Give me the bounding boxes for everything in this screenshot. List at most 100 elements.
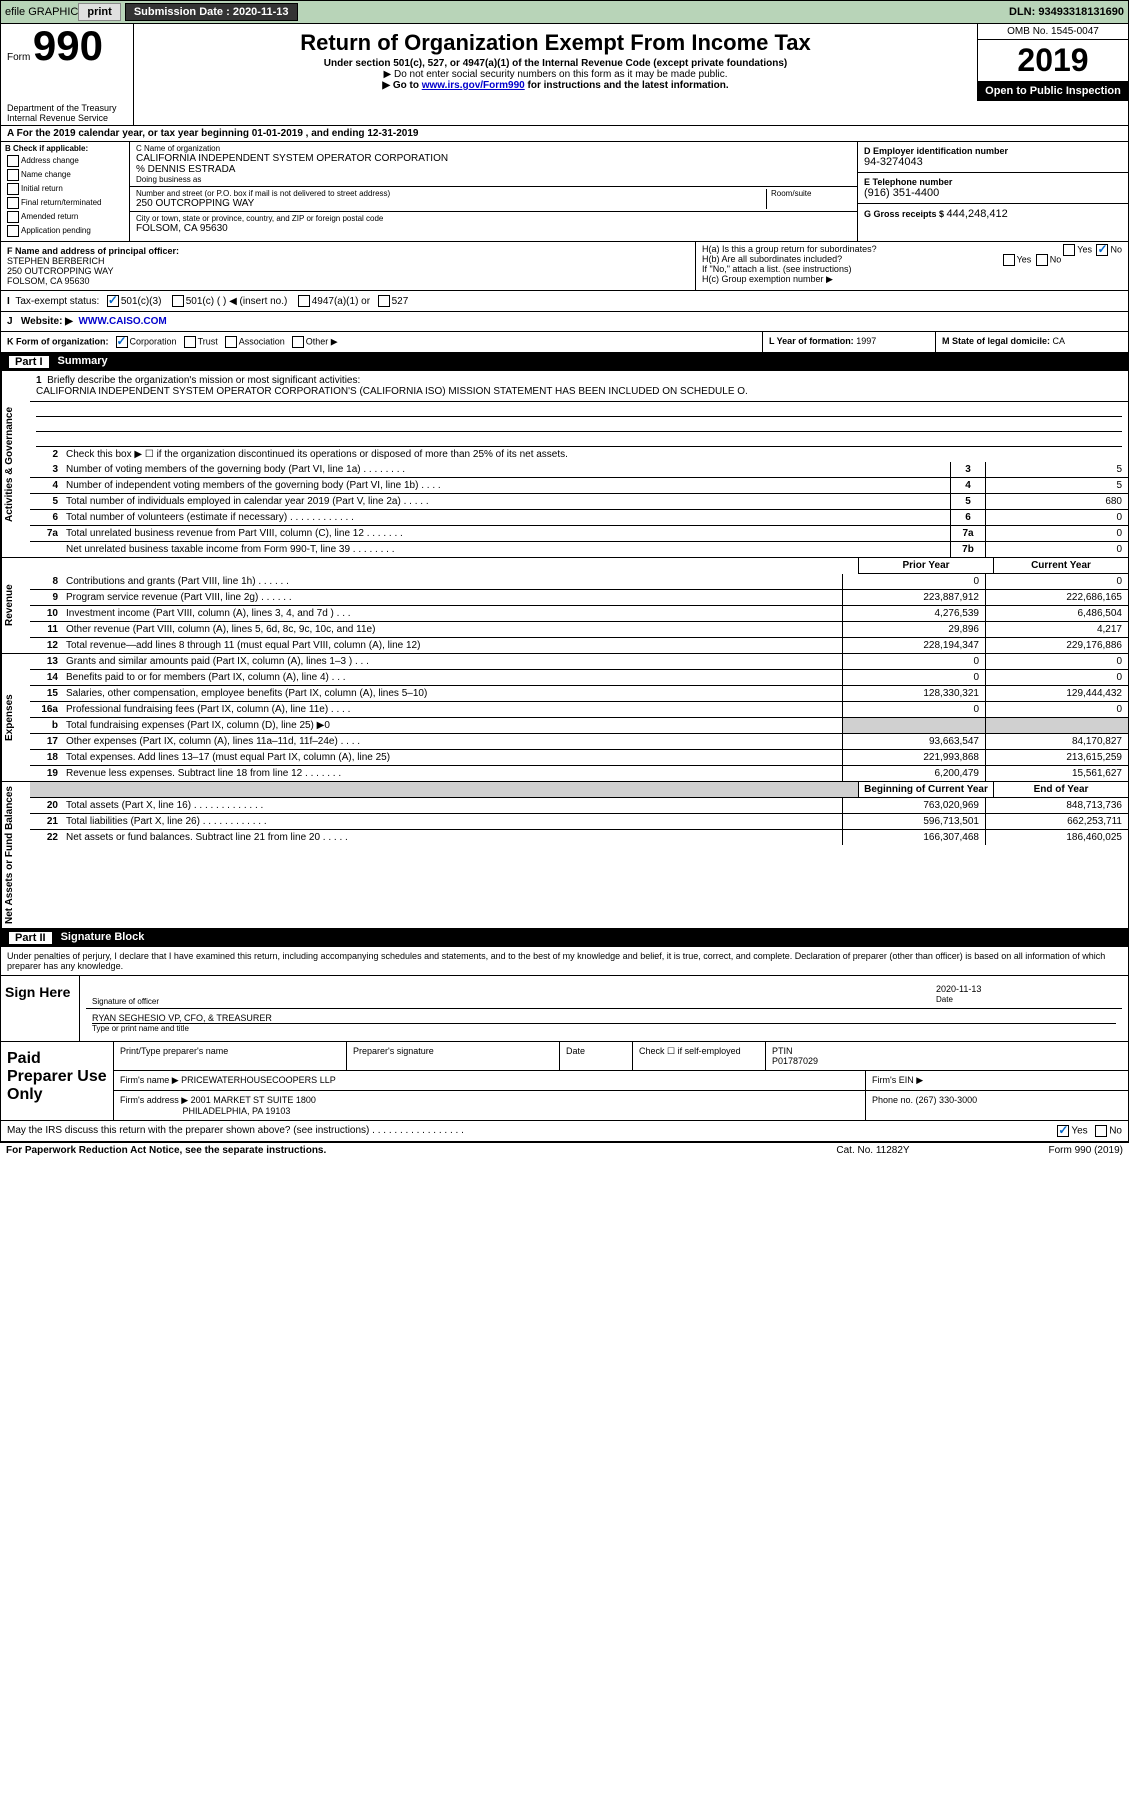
sig-officer: Signature of officer bbox=[92, 984, 936, 1006]
part-number: Part II bbox=[8, 931, 53, 945]
checkbox-icon[interactable] bbox=[7, 225, 19, 237]
current: 0 bbox=[985, 670, 1128, 685]
line-22: 22 Net assets or fund balances. Subtract… bbox=[30, 830, 1128, 845]
l-label: L Year of formation: bbox=[769, 336, 856, 346]
firm-addr2: PHILADELPHIA, PA 19103 bbox=[183, 1106, 291, 1116]
val: 5 bbox=[985, 462, 1128, 477]
prior: 223,887,912 bbox=[842, 590, 985, 605]
phone-cell: E Telephone number (916) 351-4400 bbox=[858, 173, 1128, 204]
phone-val: (267) 330-3000 bbox=[916, 1095, 978, 1105]
efile-label: efile GRAPHIC bbox=[5, 6, 78, 18]
website-link[interactable]: WWW.CAISO.COM bbox=[78, 316, 166, 327]
line-3: 3 Number of voting members of the govern… bbox=[30, 462, 1128, 478]
checkbox-icon[interactable] bbox=[7, 211, 19, 223]
line-20: 20 Total assets (Part X, line 16) . . . … bbox=[30, 798, 1128, 814]
checkbox-icon[interactable] bbox=[1036, 254, 1048, 266]
checkbox-icon[interactable] bbox=[1063, 244, 1075, 256]
box: 4 bbox=[950, 478, 985, 493]
prior: 4,276,539 bbox=[842, 606, 985, 621]
prep-name-lbl: Print/Type preparer's name bbox=[114, 1042, 347, 1070]
current: 848,713,736 bbox=[985, 798, 1128, 813]
checkbox-icon[interactable] bbox=[7, 183, 19, 195]
blank-line bbox=[36, 417, 1122, 432]
desc: Total fundraising expenses (Part IX, col… bbox=[62, 718, 842, 733]
checkbox-icon[interactable] bbox=[1003, 254, 1015, 266]
checkbox-icon[interactable] bbox=[298, 295, 310, 307]
checkbox-icon[interactable] bbox=[172, 295, 184, 307]
e-label: E Telephone number bbox=[864, 177, 1122, 187]
tax-status-row: I Tax-exempt status: 501(c)(3) 501(c) ( … bbox=[0, 291, 1129, 312]
sig-name: RYAN SEGHESIO VP, CFO, & TREASURER Type … bbox=[92, 1013, 1116, 1033]
checkbox-icon[interactable] bbox=[7, 197, 19, 209]
lbl: Name change bbox=[21, 170, 71, 179]
mission-label: Briefly describe the organization's miss… bbox=[47, 375, 360, 386]
box: 7b bbox=[950, 542, 985, 557]
prep-row-2: Firm's name ▶ PRICEWATERHOUSECOOPERS LLP… bbox=[114, 1071, 1128, 1091]
prep-header: Paid Preparer Use Only bbox=[1, 1042, 114, 1120]
checkbox-icon[interactable] bbox=[292, 336, 304, 348]
checkbox-icon[interactable] bbox=[1095, 1125, 1107, 1137]
firm-phone: Phone no. (267) 330-3000 bbox=[866, 1091, 1128, 1120]
prior: 6,200,479 bbox=[842, 766, 985, 781]
lbl: Address change bbox=[21, 156, 79, 165]
line-4: 4 Number of independent voting members o… bbox=[30, 478, 1128, 494]
print-button[interactable]: print bbox=[78, 3, 120, 21]
desc: Grants and similar amounts paid (Part IX… bbox=[62, 654, 842, 669]
city-label: City or town, state or province, country… bbox=[136, 214, 851, 223]
desc: Revenue less expenses. Subtract line 18 … bbox=[62, 766, 842, 781]
checkbox-icon[interactable] bbox=[7, 169, 19, 181]
box: 3 bbox=[950, 462, 985, 477]
num: 9 bbox=[30, 590, 62, 605]
checkbox-icon[interactable] bbox=[225, 336, 237, 348]
checkbox-icon[interactable] bbox=[7, 155, 19, 167]
revenue-section: Revenue Prior Year Current Year 8 Contri… bbox=[0, 558, 1129, 654]
subtitle-3: ▶ Go to www.irs.gov/Form990 for instruct… bbox=[138, 80, 973, 91]
net-col-headers: Beginning of Current Year End of Year bbox=[30, 782, 1128, 798]
lbl: Initial return bbox=[21, 184, 63, 193]
gross-receipts: 444,248,412 bbox=[947, 208, 1008, 220]
current: 662,253,711 bbox=[985, 814, 1128, 829]
penalty-text: Under penalties of perjury, I declare th… bbox=[1, 947, 1128, 975]
checkbox-icon[interactable] bbox=[1096, 244, 1108, 256]
side-label-ag: Activities & Governance bbox=[1, 371, 30, 557]
line1-num: 1 bbox=[36, 375, 42, 386]
line-2: 2 Check this box ▶ ☐ if the organization… bbox=[30, 447, 1128, 462]
form-link[interactable]: www.irs.gov/Form990 bbox=[422, 80, 525, 91]
mission-text: CALIFORNIA INDEPENDENT SYSTEM OPERATOR C… bbox=[36, 386, 748, 397]
current: 129,444,432 bbox=[985, 686, 1128, 701]
form-header: Form 990 Return of Organization Exempt F… bbox=[0, 24, 1129, 101]
part-title: Signature Block bbox=[61, 931, 145, 945]
check-app: Application pending bbox=[5, 225, 125, 237]
current: 186,460,025 bbox=[985, 830, 1128, 845]
firm-ein: Firm's EIN ▶ bbox=[866, 1071, 1128, 1090]
checkbox-icon[interactable] bbox=[378, 295, 390, 307]
current: 0 bbox=[985, 654, 1128, 669]
opt-trust: Trust bbox=[198, 336, 218, 346]
omb-number: OMB No. 1545-0047 bbox=[978, 24, 1128, 40]
checkbox-icon[interactable] bbox=[116, 336, 128, 348]
checkbox-icon[interactable] bbox=[184, 336, 196, 348]
sig-label: Signature of officer bbox=[92, 997, 159, 1006]
line-11: 11 Other revenue (Part VIII, column (A),… bbox=[30, 622, 1128, 638]
num: 14 bbox=[30, 670, 62, 685]
sign-here-row: Sign Here Signature of officer 2020-11-1… bbox=[1, 975, 1128, 1041]
num: 17 bbox=[30, 734, 62, 749]
addr-lbl: Firm's address ▶ bbox=[120, 1095, 188, 1105]
firm-addr-cell: Firm's address ▶ 2001 MARKET ST SUITE 18… bbox=[114, 1091, 866, 1120]
desc: Benefits paid to or for members (Part IX… bbox=[62, 670, 842, 685]
checkbox-icon[interactable] bbox=[1057, 1125, 1069, 1137]
org-name-cell: C Name of organization CALIFORNIA INDEPE… bbox=[130, 142, 857, 187]
current: 15,561,627 bbox=[985, 766, 1128, 781]
sign-here-label: Sign Here bbox=[1, 976, 80, 1041]
num: 20 bbox=[30, 798, 62, 813]
checkbox-icon[interactable] bbox=[107, 295, 119, 307]
dba-label: Doing business as bbox=[136, 175, 851, 184]
prior: 221,993,868 bbox=[842, 750, 985, 765]
num: 3 bbox=[30, 462, 62, 477]
prior: 93,663,547 bbox=[842, 734, 985, 749]
paperwork-notice: For Paperwork Reduction Act Notice, see … bbox=[6, 1145, 773, 1156]
num bbox=[30, 542, 62, 557]
date-val: 2020-11-13 bbox=[936, 984, 1116, 994]
side-label-exp: Expenses bbox=[1, 654, 30, 781]
sig-field-1: Signature of officer 2020-11-13 Date bbox=[86, 982, 1122, 1009]
